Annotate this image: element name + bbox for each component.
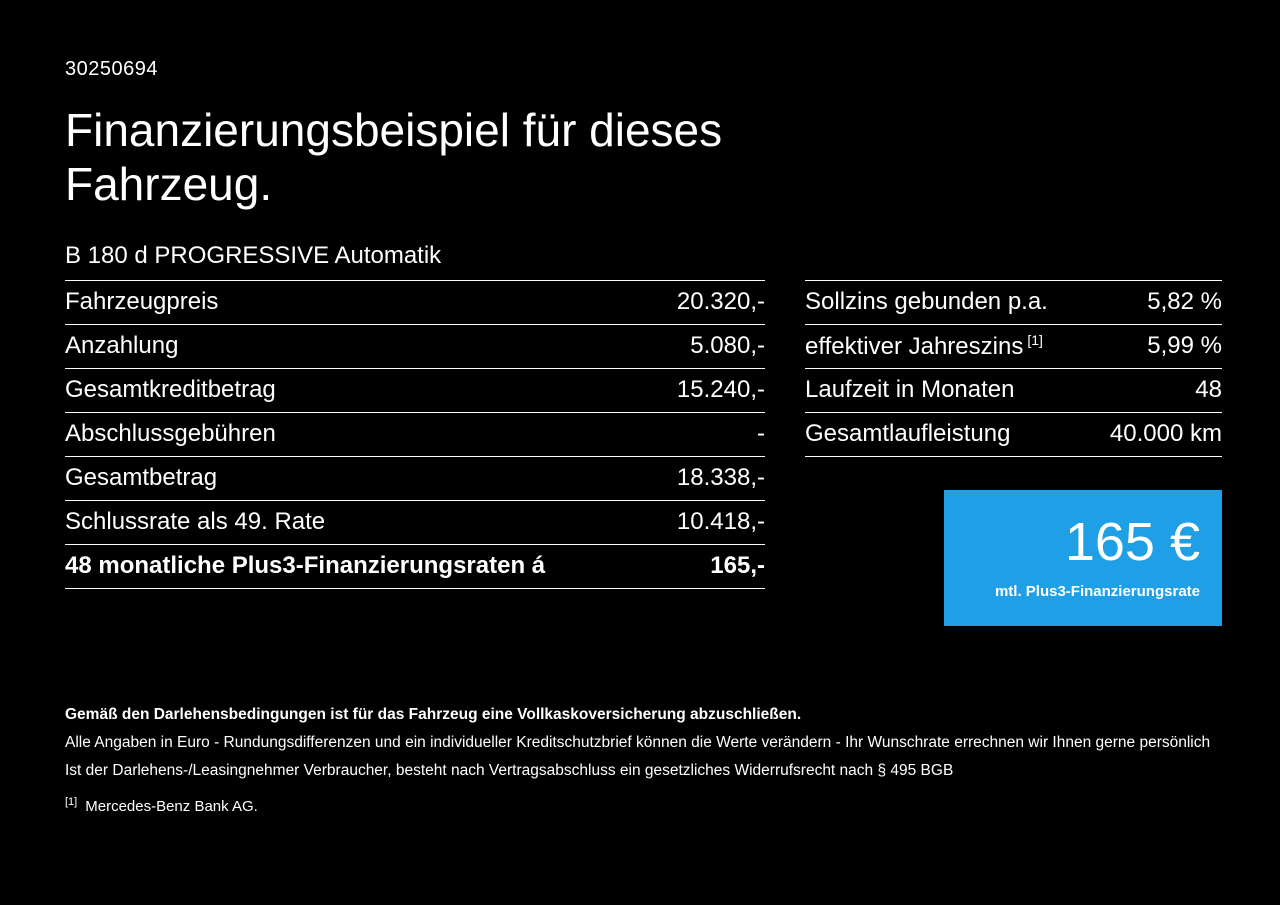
footnote-text: Mercedes-Benz Bank AG. — [85, 798, 258, 815]
row-label: Fahrzeugpreis — [65, 288, 219, 316]
footnote-marker: [1] — [65, 796, 78, 808]
row-label: effektiver Jahreszins [1] — [805, 332, 1043, 361]
footnote: [1] Mercedes-Benz Bank AG. — [65, 796, 1222, 815]
table-row-gesamtkreditbetrag: Gesamtkreditbetrag 15.240,- — [65, 367, 765, 412]
table-row-sollzins: Sollzins gebunden p.a. 5,82 % — [805, 279, 1222, 324]
row-value: 5,99 % — [1147, 332, 1222, 360]
row-label: Gesamtbetrag — [65, 464, 218, 492]
footnote-reference: [1] — [1027, 331, 1043, 348]
row-label: 48 monatliche Plus3-Finanzierungsraten á — [65, 552, 546, 580]
row-value: 48 — [1195, 376, 1222, 404]
row-label: Anzahlung — [65, 332, 179, 360]
row-label: Sollzins gebunden p.a. — [805, 288, 1048, 316]
row-label: Abschlussgebühren — [65, 420, 276, 448]
row-value: 18.338,- — [676, 464, 765, 492]
row-label: Laufzeit in Monaten — [805, 376, 1015, 404]
row-value: 40.000 km — [1109, 420, 1222, 448]
document-id: 30250694 — [65, 58, 158, 80]
page-title: Finanzierungsbeispiel für dieses Fahrzeu… — [65, 104, 723, 211]
row-label-text: effektiver Jahreszins — [805, 332, 1024, 360]
table-row-gesamtbetrag: Gesamtbetrag 18.338,- — [65, 455, 765, 500]
table-row-monatsraten: 48 monatliche Plus3-Finanzierungsraten á… — [65, 543, 765, 588]
row-value: 5.080,- — [690, 332, 765, 360]
table-row-schlussrate: Schlussrate als 49. Rate 10.418,- — [65, 499, 765, 544]
monthly-rate-caption: mtl. Plus3-Finanzierungsrate — [994, 583, 1200, 601]
table-row-laufzeit: Laufzeit in Monaten 48 — [805, 367, 1222, 412]
table-row-abschlussgebuehren: Abschlussgebühren - — [65, 411, 765, 456]
row-value: - — [757, 420, 765, 448]
financing-table-left: Fahrzeugpreis 20.320,- Anzahlung 5.080,-… — [65, 279, 765, 589]
row-value: 15.240,- — [676, 376, 765, 404]
monthly-rate-box: 165 € mtl. Plus3-Finanzierungsrate — [944, 489, 1222, 626]
table-row-gesamtlaufleistung: Gesamtlaufleistung 40.000 km — [805, 411, 1222, 456]
right-column: Sollzins gebunden p.a. 5,82 % effektiver… — [805, 279, 1222, 626]
monthly-rate-amount: 165 € — [1064, 512, 1200, 573]
row-label: Schlussrate als 49. Rate — [65, 508, 326, 536]
row-value: 10.418,- — [676, 508, 765, 536]
row-value: 165,- — [710, 552, 765, 580]
footer-insurance-note: Gemäß den Darlehensbedingungen ist für d… — [65, 706, 802, 723]
row-value: 5,82 % — [1147, 288, 1222, 316]
vehicle-model: B 180 d PROGRESSIVE Automatik — [65, 241, 442, 269]
table-row-anzahlung: Anzahlung 5.080,- — [65, 323, 765, 368]
table-row-effektiver-jahreszins: effektiver Jahreszins [1] 5,99 % — [805, 323, 1222, 368]
legal-footer: Gemäß den Darlehensbedingungen ist für d… — [65, 706, 1222, 815]
row-label: Gesamtkreditbetrag — [65, 376, 276, 404]
footer-disclaimer-2: Ist der Darlehens-/Leasingnehmer Verbrau… — [65, 762, 954, 779]
footer-disclaimer-1: Alle Angaben in Euro - Rundungsdifferenz… — [65, 734, 1211, 751]
financing-table-right: Sollzins gebunden p.a. 5,82 % effektiver… — [805, 279, 1222, 457]
row-label: Gesamtlaufleistung — [805, 420, 1011, 448]
row-value: 20.320,- — [676, 288, 765, 316]
financing-content: Fahrzeugpreis 20.320,- Anzahlung 5.080,-… — [65, 279, 1222, 626]
table-row-fahrzeugpreis: Fahrzeugpreis 20.320,- — [65, 279, 765, 324]
